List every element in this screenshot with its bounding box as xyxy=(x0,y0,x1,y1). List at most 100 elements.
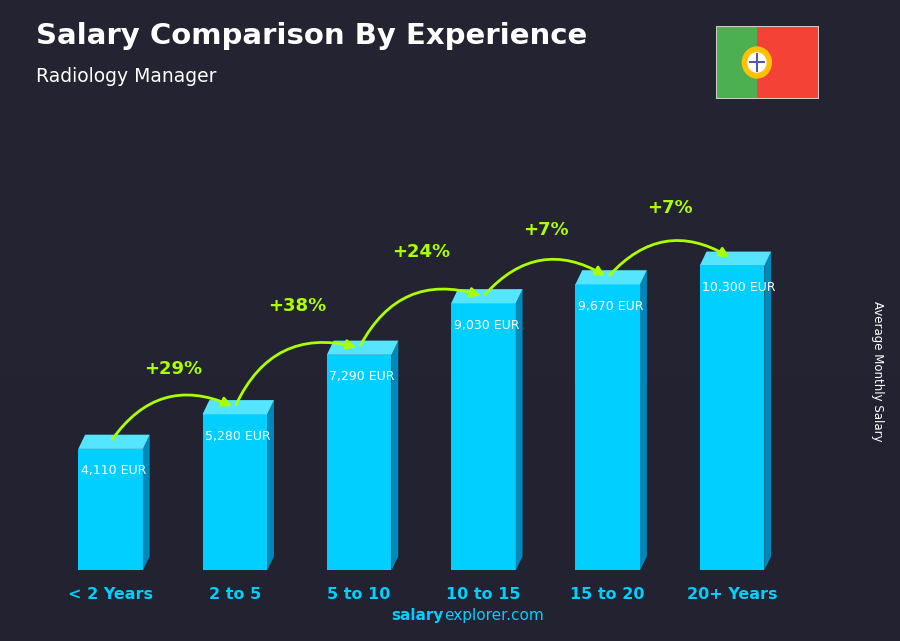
Bar xyxy=(0,417,900,423)
Bar xyxy=(0,314,900,320)
Text: +38%: +38% xyxy=(268,297,326,315)
Bar xyxy=(0,481,900,487)
Bar xyxy=(0,32,900,38)
Text: Salary Comparison By Experience: Salary Comparison By Experience xyxy=(36,22,587,51)
Bar xyxy=(0,154,900,160)
Bar xyxy=(0,449,900,455)
Bar xyxy=(0,551,900,558)
Polygon shape xyxy=(640,271,647,570)
Bar xyxy=(0,308,900,314)
Bar xyxy=(0,109,900,115)
Bar xyxy=(0,218,900,224)
Bar xyxy=(0,635,900,641)
Bar xyxy=(0,282,900,288)
Polygon shape xyxy=(575,271,647,285)
Bar xyxy=(0,6,900,13)
Bar xyxy=(0,628,900,635)
Bar xyxy=(0,596,900,603)
Bar xyxy=(0,538,900,545)
Bar xyxy=(0,141,900,147)
Bar xyxy=(0,147,900,154)
Bar xyxy=(0,429,900,436)
Bar xyxy=(0,160,900,167)
Bar xyxy=(0,570,900,577)
Polygon shape xyxy=(267,400,274,570)
Bar xyxy=(0,135,900,141)
Bar xyxy=(0,577,900,583)
Bar xyxy=(0,615,900,622)
Bar xyxy=(0,340,900,346)
Bar xyxy=(0,237,900,244)
Circle shape xyxy=(748,53,766,72)
Bar xyxy=(0,51,900,58)
Bar xyxy=(0,353,900,359)
Bar xyxy=(0,564,900,570)
Bar xyxy=(0,385,900,391)
Bar xyxy=(0,423,900,429)
Bar xyxy=(0,13,900,19)
Bar xyxy=(0,487,900,494)
Bar xyxy=(0,276,900,282)
Bar xyxy=(0,333,900,340)
Text: +29%: +29% xyxy=(144,360,202,378)
Bar xyxy=(0,103,900,109)
Text: 7,290 EUR: 7,290 EUR xyxy=(329,370,395,383)
Bar xyxy=(0,26,900,32)
Bar xyxy=(0,622,900,628)
Bar xyxy=(0,474,900,481)
Bar xyxy=(0,558,900,564)
Bar xyxy=(0,256,900,263)
Bar xyxy=(0,224,900,231)
Circle shape xyxy=(742,47,771,78)
Bar xyxy=(0,263,900,269)
Bar xyxy=(0,494,900,500)
Text: Radiology Manager: Radiology Manager xyxy=(36,67,217,87)
Bar xyxy=(0,77,900,83)
Bar xyxy=(0,410,900,417)
Bar xyxy=(0,526,900,532)
Bar xyxy=(0,38,900,45)
Bar xyxy=(0,19,900,26)
Bar xyxy=(0,346,900,353)
Polygon shape xyxy=(327,355,392,570)
Bar xyxy=(0,186,900,192)
Text: +7%: +7% xyxy=(647,199,693,217)
Text: +7%: +7% xyxy=(523,221,569,238)
Text: salary: salary xyxy=(392,608,444,623)
Bar xyxy=(0,179,900,186)
Bar xyxy=(0,0,900,6)
Bar xyxy=(0,205,900,212)
Bar xyxy=(0,128,900,135)
Bar xyxy=(716,26,757,99)
Text: 9,030 EUR: 9,030 EUR xyxy=(454,319,519,332)
Bar xyxy=(0,83,900,90)
Bar xyxy=(0,288,900,295)
Bar xyxy=(0,231,900,237)
Bar xyxy=(0,513,900,519)
Bar xyxy=(0,71,900,77)
Polygon shape xyxy=(451,303,516,570)
Bar xyxy=(0,45,900,51)
Text: +24%: +24% xyxy=(392,243,450,261)
Bar xyxy=(0,250,900,256)
Bar xyxy=(0,327,900,333)
Bar xyxy=(0,58,900,64)
Bar xyxy=(0,519,900,526)
Bar xyxy=(0,404,900,410)
Bar xyxy=(0,244,900,250)
Polygon shape xyxy=(78,435,149,449)
Polygon shape xyxy=(143,435,149,570)
Bar xyxy=(0,378,900,385)
Text: 10,300 EUR: 10,300 EUR xyxy=(702,281,776,294)
Polygon shape xyxy=(699,251,771,266)
Bar xyxy=(0,295,900,301)
Polygon shape xyxy=(327,340,399,355)
Bar xyxy=(0,167,900,173)
Bar xyxy=(0,468,900,474)
Bar xyxy=(0,122,900,128)
Bar xyxy=(0,96,900,103)
Bar xyxy=(0,590,900,596)
Bar xyxy=(0,436,900,442)
Bar xyxy=(0,609,900,615)
Bar xyxy=(0,269,900,276)
